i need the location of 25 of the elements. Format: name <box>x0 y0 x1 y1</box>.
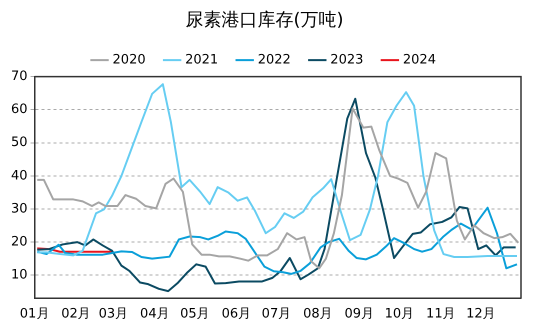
y-tick-label: 40 <box>10 168 28 184</box>
x-tick-label: 09月 <box>344 306 374 322</box>
y-tick-label: 20 <box>10 234 28 250</box>
y-tick-label: 60 <box>10 102 28 118</box>
legend-label: 2022 <box>258 52 291 68</box>
x-tick-label: 02月 <box>61 306 91 322</box>
legend-label: 2021 <box>185 52 218 68</box>
x-tick-label: 10月 <box>384 306 414 322</box>
y-tick-label: 50 <box>10 135 28 150</box>
x-tick-label: 11月 <box>426 306 456 322</box>
legend-label: 2024 <box>402 52 436 68</box>
x-tick-label: 01月 <box>20 306 50 322</box>
legend-label: 2020 <box>112 52 146 68</box>
x-tick-label: 03月 <box>98 306 128 322</box>
x-tick-label: 06月 <box>222 306 252 322</box>
x-tick-label: 04月 <box>140 306 170 322</box>
x-tick-label: 07月 <box>262 306 292 322</box>
x-tick-label: 08月 <box>303 306 333 322</box>
legend-label: 2023 <box>330 52 364 68</box>
x-tick-label: 12月 <box>466 306 496 322</box>
y-tick-label: 10 <box>10 268 28 283</box>
chart-title: 尿素港口库存(万吨) <box>185 9 344 30</box>
y-tick-label: 30 <box>10 201 28 216</box>
x-tick-label: 05月 <box>180 306 210 322</box>
y-tick-label: 70 <box>10 68 28 84</box>
